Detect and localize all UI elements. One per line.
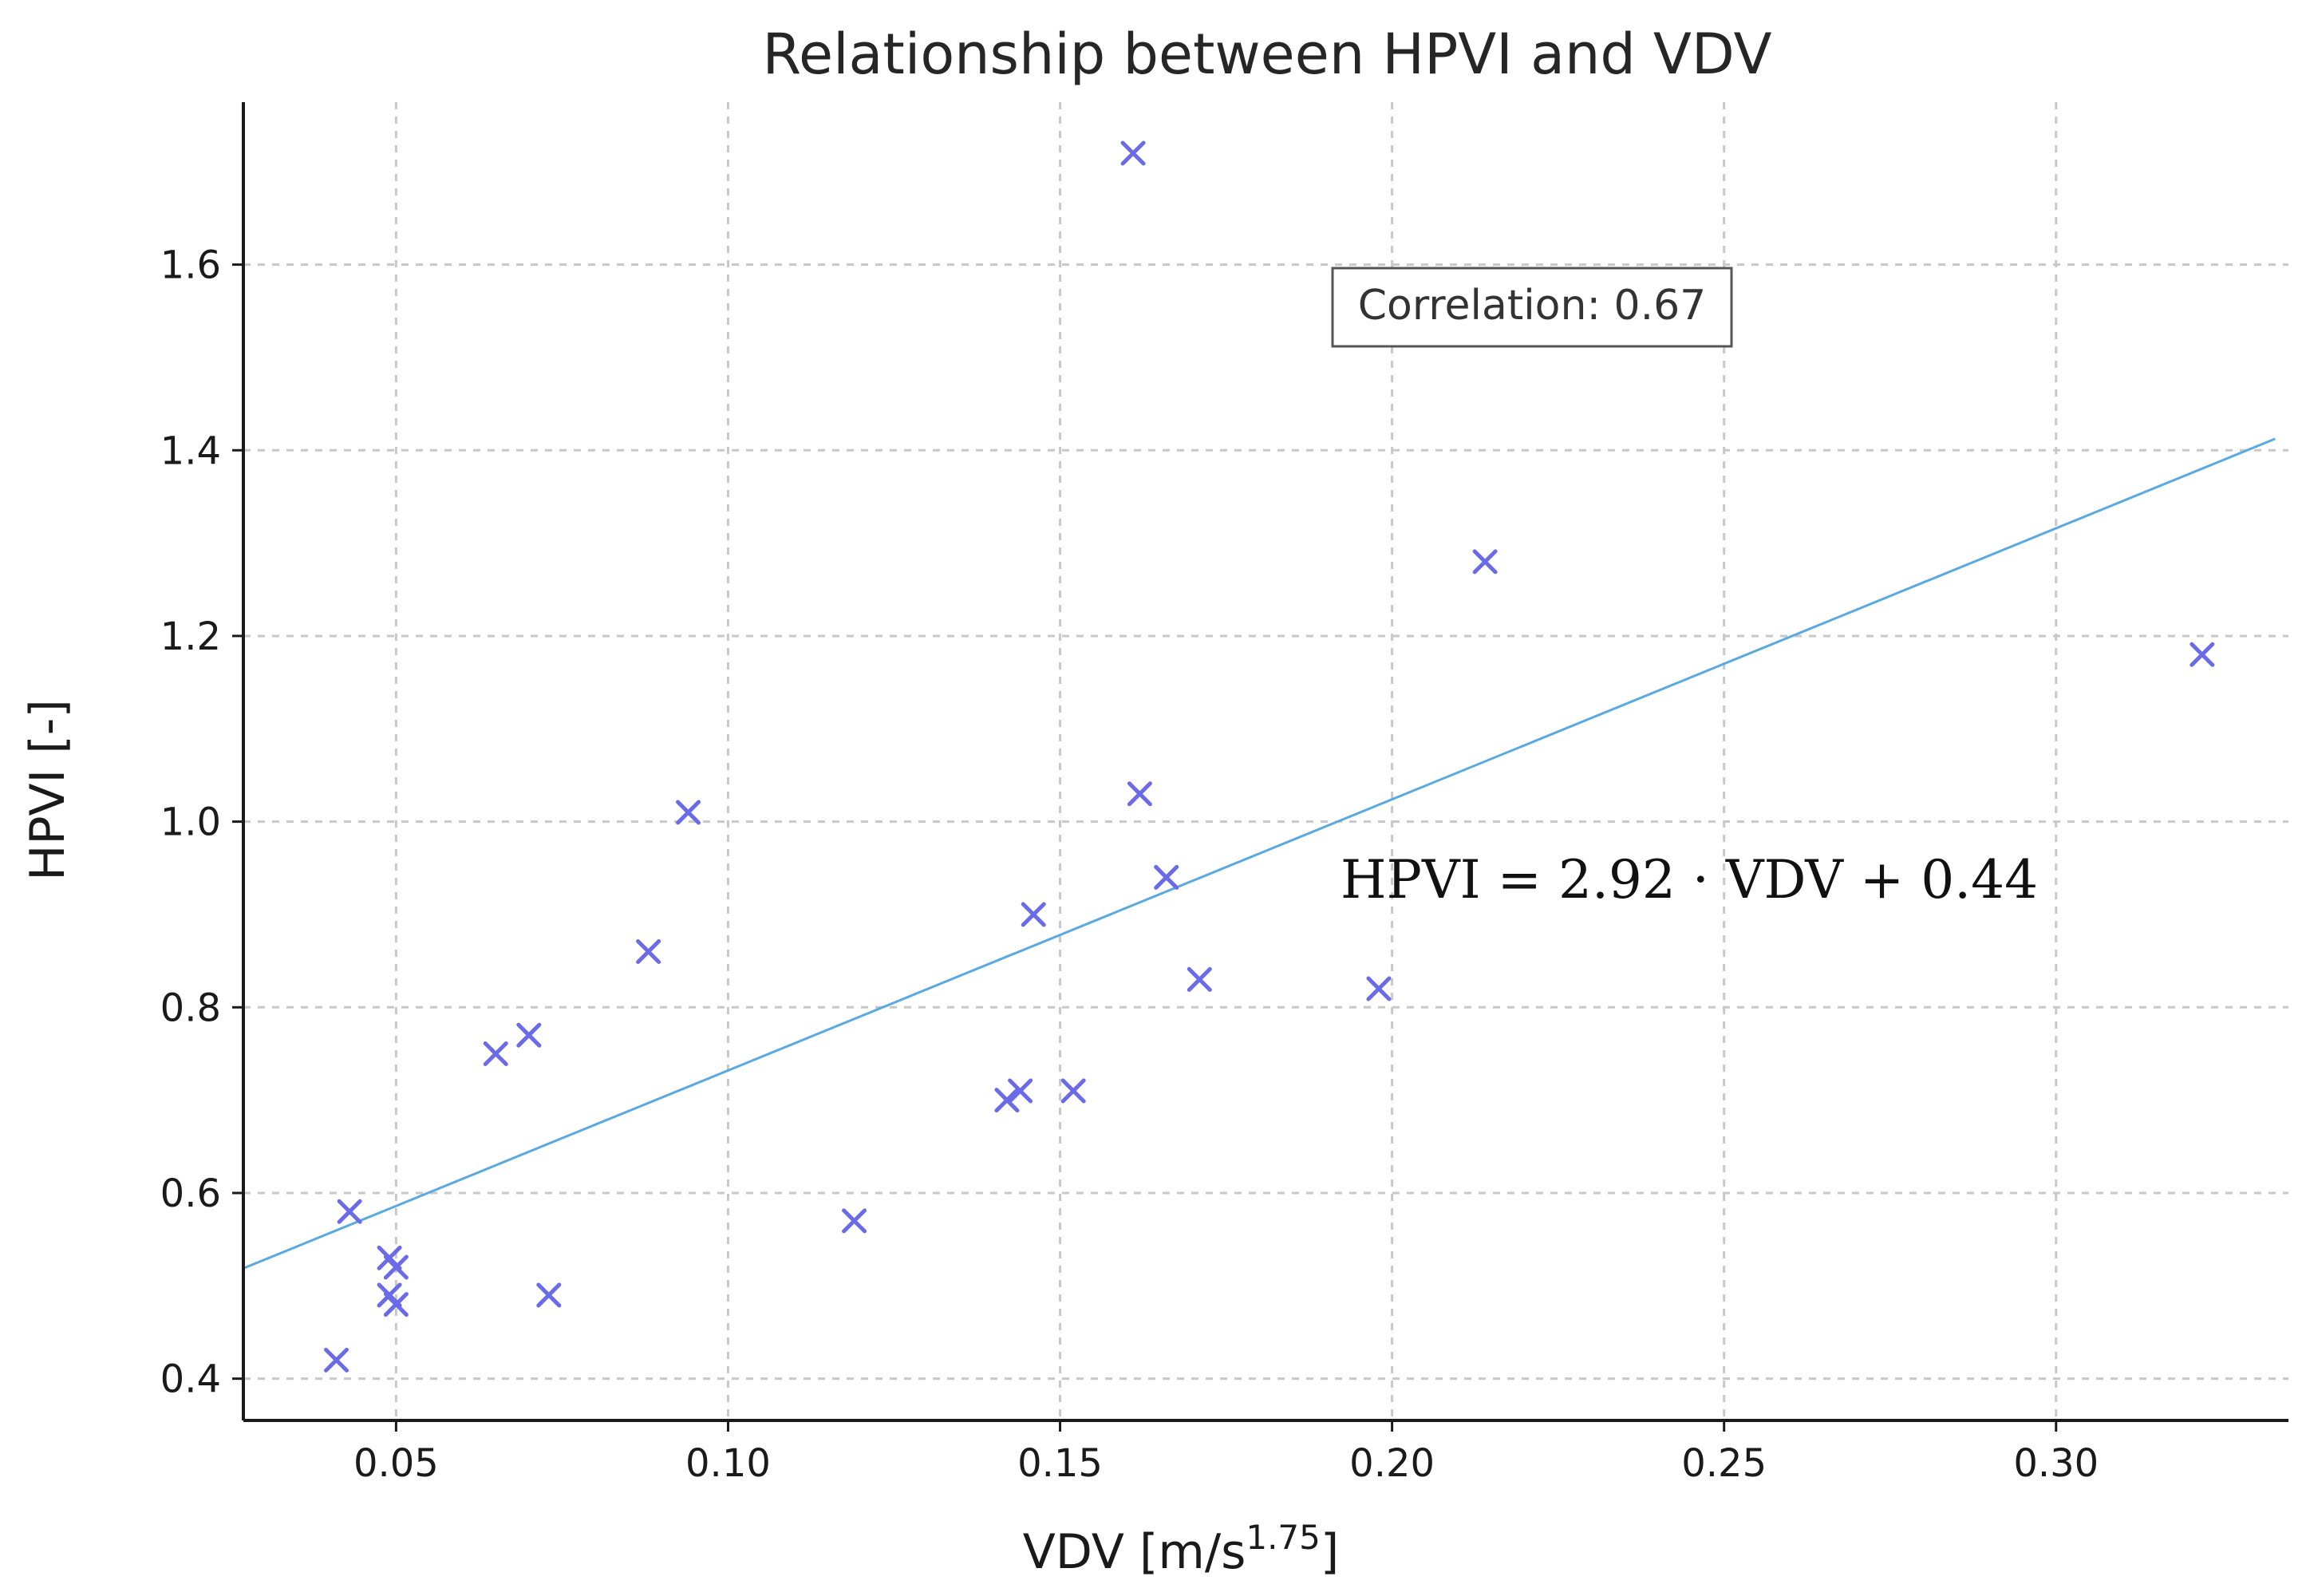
x-tick-label: 0.05 bbox=[353, 1441, 439, 1486]
data-point bbox=[1120, 140, 1146, 166]
data-point-stroke bbox=[842, 1208, 867, 1234]
data-point-stroke bbox=[676, 800, 701, 825]
data-point-stroke bbox=[1154, 864, 1179, 890]
data-point-stroke bbox=[2190, 642, 2215, 667]
data-point-stroke bbox=[1021, 902, 1046, 927]
chart-title: Relationship between HPVI and VDV bbox=[763, 22, 1772, 87]
data-point bbox=[1187, 966, 1212, 992]
x-tick-label: 0.20 bbox=[1349, 1441, 1435, 1486]
x-axis-label: VDV [m/s1.75] bbox=[1023, 1518, 1340, 1580]
regression-equation: HPVI = 2.92 · VDV + 0.44 bbox=[1341, 849, 2038, 911]
x-tick-label: 0.15 bbox=[1017, 1441, 1103, 1486]
data-point bbox=[1060, 1078, 1086, 1104]
x-tick-label: 0.25 bbox=[1681, 1441, 1767, 1486]
axis-ticks: 0.05 0.10 0.15 0.20 0.25 0.30 0.4 0.6 0.8 1.0 1.2 1… bbox=[160, 243, 2099, 1486]
data-point-stroke bbox=[636, 938, 661, 964]
y-axis-label: HPVI [-] bbox=[20, 699, 76, 881]
data-point-stroke bbox=[337, 1199, 362, 1224]
correlation-annotation: Correlation: 0.67 bbox=[1331, 267, 1733, 348]
data-point bbox=[1154, 864, 1179, 890]
data-point-stroke bbox=[483, 1041, 508, 1066]
data-point-stroke bbox=[383, 1292, 409, 1317]
data-point-stroke bbox=[1187, 966, 1212, 992]
y-tick-label: 1.0 bbox=[160, 800, 221, 845]
x-tick-label: 0.10 bbox=[685, 1441, 771, 1486]
data-point-stroke bbox=[383, 1254, 409, 1280]
data-point bbox=[536, 1282, 562, 1308]
regression-line bbox=[243, 437, 2276, 1270]
data-point bbox=[676, 800, 701, 825]
y-tick-label: 1.2 bbox=[160, 614, 221, 659]
y-tick-label: 1.6 bbox=[160, 243, 221, 288]
data-point-stroke bbox=[1366, 976, 1392, 1001]
correlation-text: Correlation: 0.67 bbox=[1358, 282, 1707, 330]
x-axis-label-superscript: 1.75 bbox=[1246, 1518, 1321, 1557]
y-tick-label: 1.4 bbox=[160, 429, 221, 473]
correlation-box bbox=[1331, 267, 1733, 348]
data-point bbox=[636, 938, 661, 964]
data-point bbox=[1021, 902, 1046, 927]
data-point bbox=[1366, 976, 1392, 1001]
data-point-stroke bbox=[516, 1022, 542, 1048]
data-point bbox=[994, 1088, 1020, 1113]
data-point-stroke bbox=[324, 1347, 349, 1373]
data-point-stroke bbox=[994, 1088, 1020, 1113]
data-points bbox=[324, 140, 2215, 1373]
data-point bbox=[1472, 549, 1498, 575]
data-point bbox=[1127, 781, 1152, 807]
x-axis-label-end: ] bbox=[1321, 1524, 1339, 1580]
y-tick-label: 0.4 bbox=[160, 1357, 221, 1402]
data-point bbox=[337, 1199, 362, 1224]
data-point-stroke bbox=[536, 1282, 562, 1308]
data-point bbox=[842, 1208, 867, 1234]
data-point bbox=[324, 1347, 349, 1373]
data-point-stroke bbox=[1127, 781, 1152, 807]
data-point bbox=[516, 1022, 542, 1048]
data-point bbox=[1008, 1078, 1033, 1104]
data-point bbox=[483, 1041, 508, 1066]
grid bbox=[243, 102, 2288, 1420]
data-point bbox=[383, 1292, 409, 1317]
data-point bbox=[2190, 642, 2215, 667]
x-axis-label-main: VDV [m/s bbox=[1023, 1524, 1246, 1580]
data-point bbox=[383, 1254, 409, 1280]
y-tick-label: 0.6 bbox=[160, 1171, 221, 1216]
x-tick-label: 0.30 bbox=[2013, 1441, 2099, 1486]
y-tick-label: 0.8 bbox=[160, 986, 221, 1030]
data-point-stroke bbox=[1120, 140, 1146, 166]
data-point-stroke bbox=[1008, 1078, 1033, 1104]
data-point-stroke bbox=[1060, 1078, 1086, 1104]
data-point-stroke bbox=[1472, 549, 1498, 575]
